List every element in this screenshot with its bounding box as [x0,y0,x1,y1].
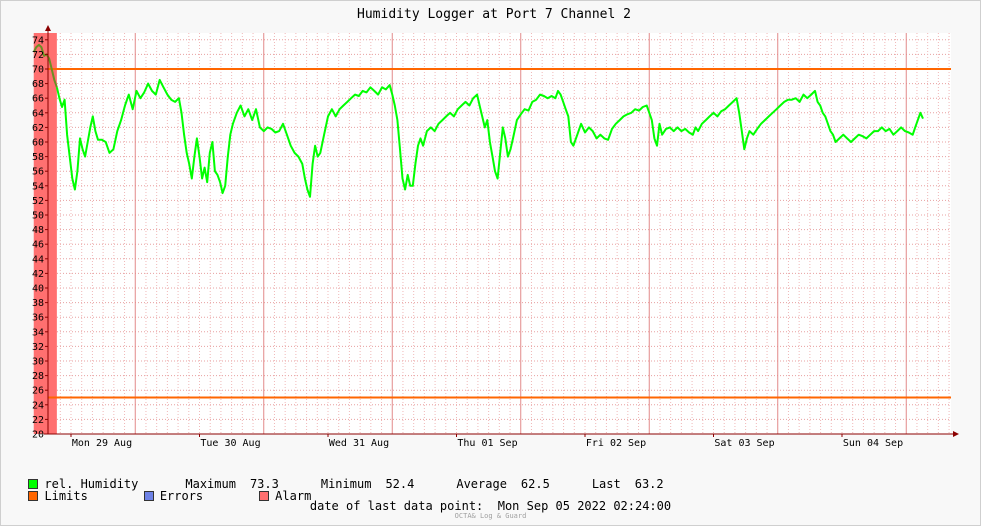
y-tick-label: 40 [32,284,44,295]
humidity-line-alarm-segment [32,43,58,88]
limits-swatch [28,491,39,501]
average-label: Average [456,477,507,491]
x-tick-label: Fri 02 Sep [586,438,646,449]
y-tick-label: 54 [32,181,44,192]
y-tick-label: 72 [32,50,44,61]
chart-title: Humidity Logger at Port 7 Channel 2 [357,7,631,22]
y-tick-label: 24 [32,400,44,411]
last-value: 63.2 [634,477,664,491]
legend-row-status: Limits Errors Alarm [14,475,311,503]
y-tick-label: 46 [32,240,44,251]
alarm-swatch [259,491,270,501]
legend-errors: Errors [143,489,204,503]
y-tick-labels: 20 22 24 26 28 30 32 34 36 38 40 42 44 46 48 50 52 54 56 58… [32,35,48,441]
minimum-value: 52.4 [385,477,415,491]
errors-swatch [143,491,154,501]
y-tick-label: 48 [32,225,44,236]
alarm-rect [33,33,57,434]
legend-limits-label: Limits [44,489,88,503]
y-tick-label: 42 [32,269,44,280]
humidity-series [32,43,924,198]
credit-text: OCTA& Log & Guard [454,512,527,520]
y-tick-label: 20 [32,430,44,441]
y-tick-label: 50 [32,211,44,222]
legend-errors-label: Errors [159,489,204,503]
y-tick-label: 74 [32,35,44,46]
y-tick-label: 64 [32,108,44,119]
y-tick-label: 66 [32,94,44,105]
last-data-point: date of last data point: Mon Sep 05 2022… [0,499,981,513]
x-axis-arrow [953,431,959,437]
legend-humidity: rel. Humidity [28,477,138,491]
y-tick-label: 22 [32,415,44,426]
y-tick-label: 44 [32,254,44,265]
humidity-line [55,78,924,198]
y-tick-label: 30 [32,357,44,368]
legend-row-humidity: rel. Humidity Maximum 73.3 Minimum 52.4 Avera… [14,463,664,491]
axes [44,25,959,437]
y-tick-label: 56 [32,167,44,178]
x-tick-label: Tue 30 Aug [200,438,260,449]
alarm-band [33,33,57,434]
maximum-label: Maximum [185,477,236,491]
average-value: 62.5 [520,477,550,491]
y-tick-label: 36 [32,313,44,324]
y-axis-arrow [45,25,51,31]
y-tick-label: 58 [32,152,44,163]
limit-lines [48,68,951,399]
last-label: Last [591,477,621,491]
y-tick-label: 52 [32,196,44,207]
y-tick-label: 68 [32,79,44,90]
y-tick-label: 26 [32,386,44,397]
y-tick-label: 32 [32,342,44,353]
y-tick-label: 62 [32,123,44,134]
legend-humidity-label: rel. Humidity [44,477,139,491]
y-tick-label: 60 [32,138,44,149]
y-tick-label: 70 [32,65,44,76]
legend-limits: Limits [28,489,88,503]
last-data-point-label: date of last data point: [309,499,484,513]
legend-alarm: Alarm [259,489,311,503]
x-tick-label: Sun 04 Sep [843,438,903,449]
x-tick-label: Thu 01 Sep [457,438,517,449]
last-data-point-value: Mon Sep 05 2022 02:24:00 [497,499,672,513]
y-tick-label: 28 [32,371,44,382]
minimum-label: Minimum [320,477,372,491]
maximum-value: 73.3 [249,477,279,491]
x-tick-label: Sat 03 Sep [714,438,774,449]
x-tick-label: Wed 31 Aug [329,438,389,449]
legend-alarm-label: Alarm [275,489,312,503]
y-tick-label: 38 [32,298,44,309]
y-tick-label: 34 [32,327,44,338]
x-tick-label: Mon 29 Aug [72,438,132,449]
x-tick-labels: Mon 29 Aug Tue 30 Aug Wed 31 Aug Thu 01 Sep… [70,434,903,449]
humidity-swatch [28,479,39,489]
